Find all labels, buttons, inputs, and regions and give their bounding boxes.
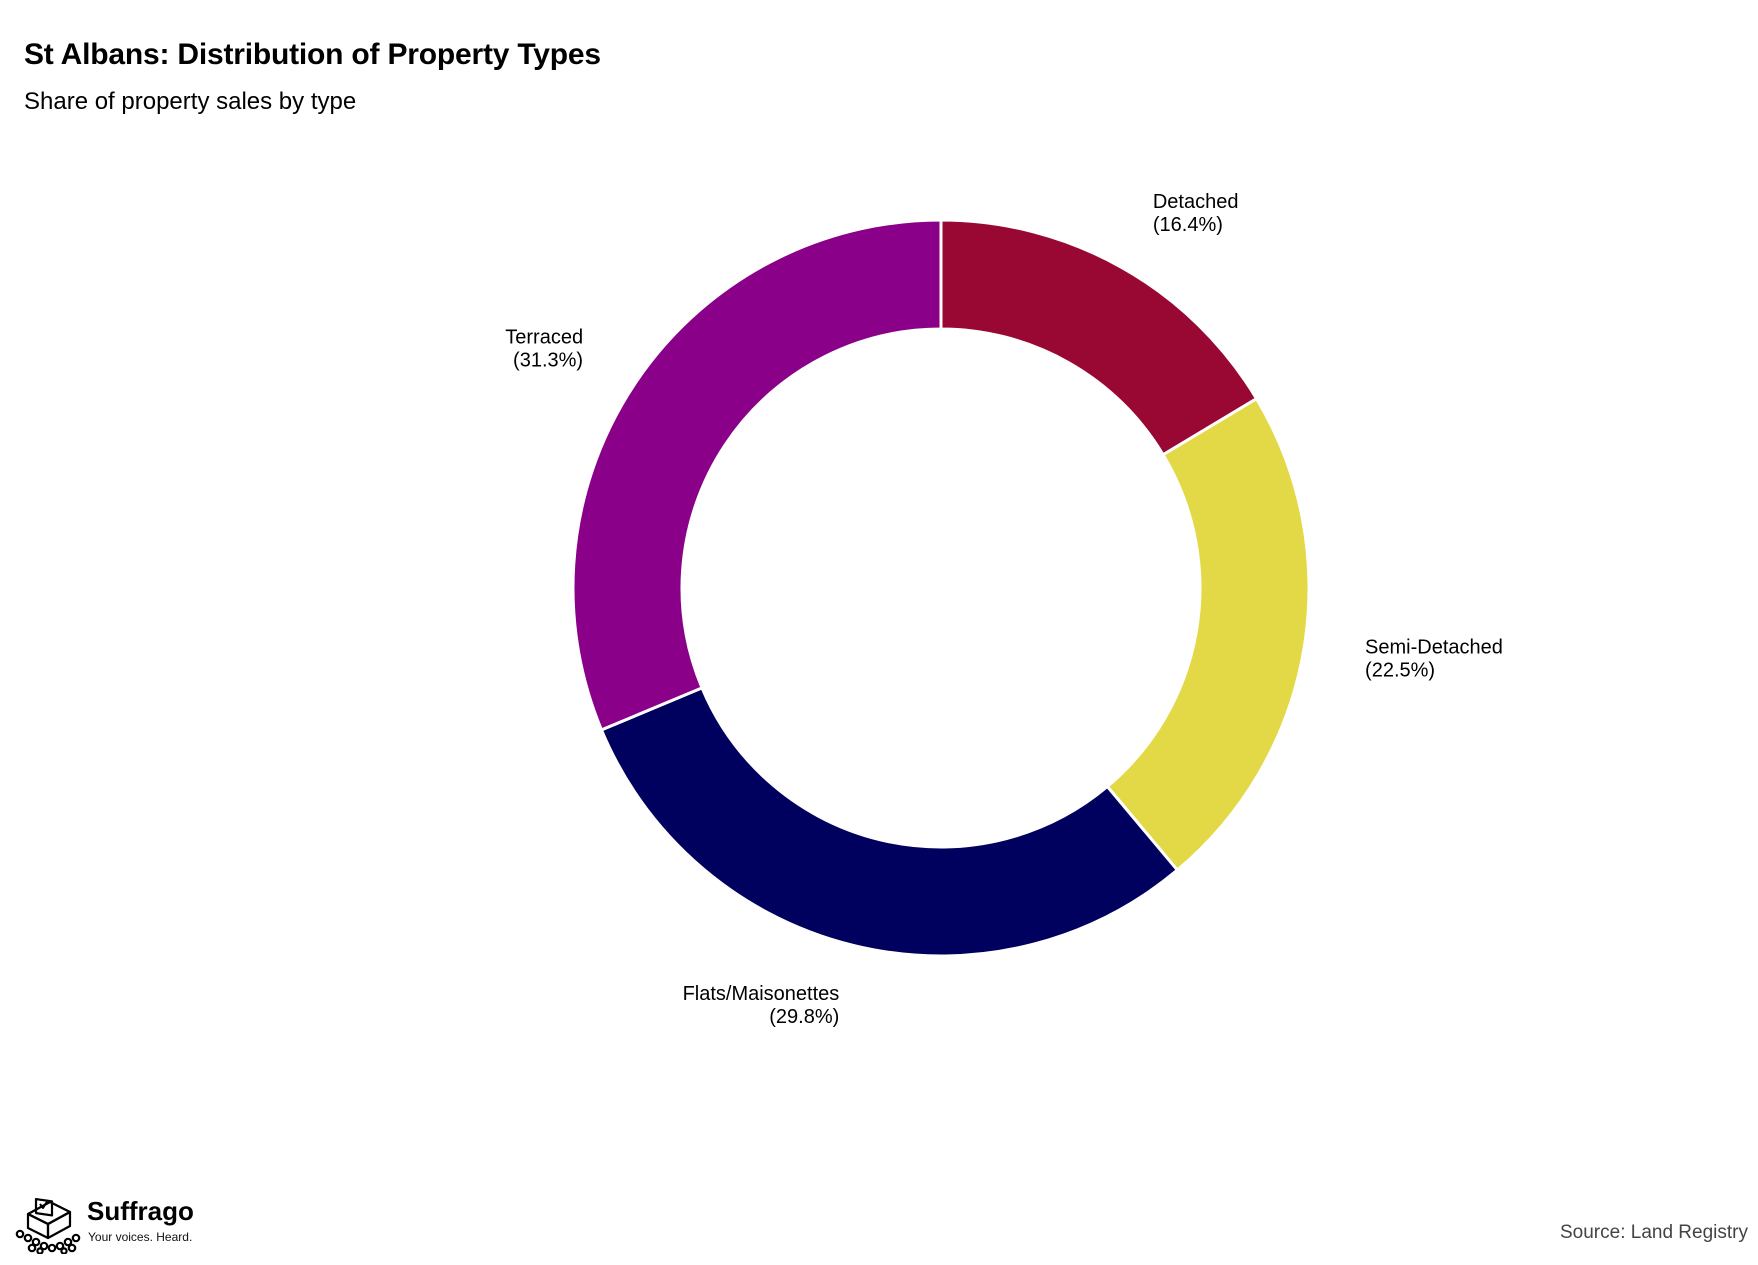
label-detached: Detached (16.4%) [1153, 191, 1239, 236]
label-value: (31.3%) [513, 350, 583, 372]
chart-title: St Albans: Distribution of Property Type… [24, 38, 601, 71]
donut-slices [571, 218, 1311, 958]
label-value: (22.5%) [1365, 659, 1435, 681]
slice-labels: Detached (16.4%) Semi-Detached (22.5%) Flats… [505, 191, 1503, 1028]
logo-tagline: Your voices. Heard. [88, 1230, 193, 1244]
logo-name: Suffrago [87, 1196, 194, 1226]
label-name: Flats/Maisonettes [683, 983, 840, 1005]
slice-terraced [571, 218, 943, 732]
slice-detached [939, 218, 1259, 457]
label-value: (16.4%) [1153, 214, 1223, 236]
suffrago-logo: Suffrago Your voices. Heard. [14, 1194, 214, 1255]
chart-subtitle: Share of property sales by type [24, 88, 357, 115]
label-name: Semi-Detached [1365, 636, 1503, 658]
label-terraced: Terraced (31.3%) [505, 327, 583, 372]
source-note: Source: Land Registry [1560, 1222, 1748, 1243]
slice-flats-maisonettes [599, 685, 1180, 958]
label-flats-maisonettes: Flats/Maisonettes (29.8%) [683, 983, 840, 1028]
label-semi-detached: Semi-Detached (22.5%) [1365, 636, 1503, 681]
label-name: Terraced [505, 327, 583, 349]
slice-semi-detached [1105, 396, 1311, 873]
ballot-box-crowd-icon [15, 1197, 81, 1255]
label-name: Detached [1153, 191, 1239, 213]
label-value: (29.8%) [769, 1006, 839, 1028]
